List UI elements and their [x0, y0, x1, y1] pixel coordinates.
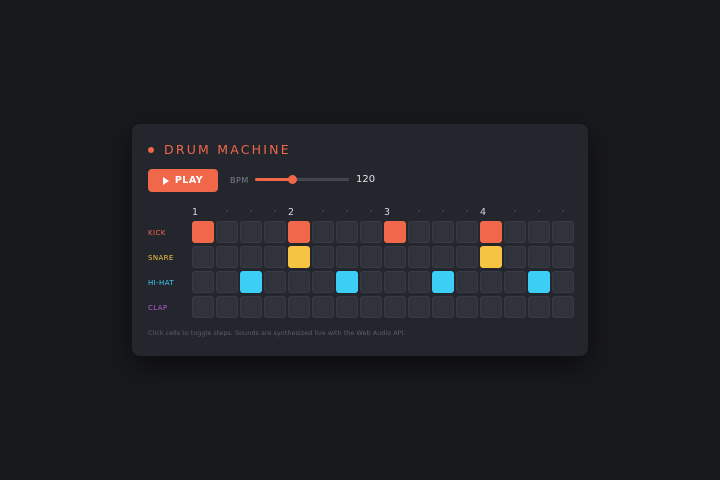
step-hi-hat-7[interactable] — [336, 271, 358, 293]
footer-hint: Click cells to toggle steps. Sounds are … — [148, 329, 406, 337]
step-clap-11[interactable] — [432, 296, 454, 318]
step-hi-hat-3[interactable] — [240, 271, 262, 293]
bpm-label: BPM — [230, 176, 249, 185]
step-snare-11[interactable] — [432, 246, 454, 268]
step-kick-15[interactable] — [528, 221, 550, 243]
track-label-hi-hat: HI-HAT — [148, 279, 175, 287]
beat-number: 4 — [480, 207, 487, 218]
step-hi-hat-5[interactable] — [288, 271, 310, 293]
step-hi-hat-15[interactable] — [528, 271, 550, 293]
step-kick-16[interactable] — [552, 221, 574, 243]
beat-number: 1 — [192, 207, 199, 218]
play-icon — [162, 176, 169, 185]
play-label: PLAY — [174, 175, 204, 186]
step-snare-12[interactable] — [456, 246, 478, 268]
app-title: DRUM MACHINE — [164, 142, 291, 157]
step-hi-hat-16[interactable] — [552, 271, 574, 293]
step-clap-16[interactable] — [552, 296, 574, 318]
step-hi-hat-1[interactable] — [192, 271, 214, 293]
bpm-slider[interactable] — [255, 175, 349, 185]
step-snare-14[interactable] — [504, 246, 526, 268]
step-clap-9[interactable] — [384, 296, 406, 318]
step-snare-5[interactable] — [288, 246, 310, 268]
play-button[interactable]: PLAY — [148, 169, 218, 192]
step-hi-hat-12[interactable] — [456, 271, 478, 293]
step-kick-10[interactable] — [408, 221, 430, 243]
step-hi-hat-8[interactable] — [360, 271, 382, 293]
beat-dot: · — [249, 207, 253, 217]
step-snare-7[interactable] — [336, 246, 358, 268]
step-snare-4[interactable] — [264, 246, 286, 268]
step-hi-hat-14[interactable] — [504, 271, 526, 293]
step-clap-3[interactable] — [240, 296, 262, 318]
step-hi-hat-9[interactable] — [384, 271, 406, 293]
step-hi-hat-6[interactable] — [312, 271, 334, 293]
step-snare-6[interactable] — [312, 246, 334, 268]
step-kick-6[interactable] — [312, 221, 334, 243]
step-clap-14[interactable] — [504, 296, 526, 318]
step-clap-6[interactable] — [312, 296, 334, 318]
step-kick-1[interactable] — [192, 221, 214, 243]
title-row: DRUM MACHINE — [148, 142, 291, 157]
step-snare-9[interactable] — [384, 246, 406, 268]
bpm-slider-fill — [255, 178, 293, 181]
step-snare-13[interactable] — [480, 246, 502, 268]
step-clap-15[interactable] — [528, 296, 550, 318]
step-snare-1[interactable] — [192, 246, 214, 268]
step-kick-5[interactable] — [288, 221, 310, 243]
step-snare-15[interactable] — [528, 246, 550, 268]
step-hi-hat-13[interactable] — [480, 271, 502, 293]
beat-number: 3 — [384, 207, 391, 218]
step-clap-8[interactable] — [360, 296, 382, 318]
step-snare-2[interactable] — [216, 246, 238, 268]
track-label-snare: SNARE — [148, 254, 174, 262]
step-hi-hat-11[interactable] — [432, 271, 454, 293]
track-label-kick: KICK — [148, 229, 166, 237]
step-snare-3[interactable] — [240, 246, 262, 268]
step-clap-12[interactable] — [456, 296, 478, 318]
track-label-clap: CLAP — [148, 304, 168, 312]
step-kick-7[interactable] — [336, 221, 358, 243]
bpm-slider-track — [255, 178, 349, 181]
beat-dot: · — [513, 207, 517, 217]
step-kick-13[interactable] — [480, 221, 502, 243]
record-dot-icon — [148, 146, 154, 153]
beat-dot: · — [345, 207, 349, 217]
step-kick-3[interactable] — [240, 221, 262, 243]
bpm-value: 120 — [356, 174, 376, 185]
step-kick-12[interactable] — [456, 221, 478, 243]
step-kick-8[interactable] — [360, 221, 382, 243]
step-hi-hat-2[interactable] — [216, 271, 238, 293]
beat-dot: · — [369, 207, 373, 217]
step-clap-1[interactable] — [192, 296, 214, 318]
beat-dot: · — [441, 207, 445, 217]
step-clap-10[interactable] — [408, 296, 430, 318]
step-clap-7[interactable] — [336, 296, 358, 318]
step-clap-2[interactable] — [216, 296, 238, 318]
step-clap-13[interactable] — [480, 296, 502, 318]
step-hi-hat-10[interactable] — [408, 271, 430, 293]
beat-dot: · — [417, 207, 421, 217]
beat-dot: · — [273, 207, 277, 217]
step-kick-4[interactable] — [264, 221, 286, 243]
step-clap-4[interactable] — [264, 296, 286, 318]
step-snare-10[interactable] — [408, 246, 430, 268]
beat-dot: · — [561, 207, 565, 217]
step-hi-hat-4[interactable] — [264, 271, 286, 293]
step-kick-14[interactable] — [504, 221, 526, 243]
drum-machine-panel: DRUM MACHINE PLAY BPM 120 1 · · · 2 · · · 3 · · · 4 ·… — [132, 124, 588, 356]
beat-number: 2 — [288, 207, 295, 218]
step-kick-9[interactable] — [384, 221, 406, 243]
beat-dot: · — [537, 207, 541, 217]
step-clap-5[interactable] — [288, 296, 310, 318]
beat-dot: · — [465, 207, 469, 217]
step-kick-2[interactable] — [216, 221, 238, 243]
bpm-slider-thumb[interactable] — [288, 175, 298, 184]
step-snare-8[interactable] — [360, 246, 382, 268]
beat-dot: · — [321, 207, 325, 217]
beat-dot: · — [225, 207, 229, 217]
step-snare-16[interactable] — [552, 246, 574, 268]
step-kick-11[interactable] — [432, 221, 454, 243]
